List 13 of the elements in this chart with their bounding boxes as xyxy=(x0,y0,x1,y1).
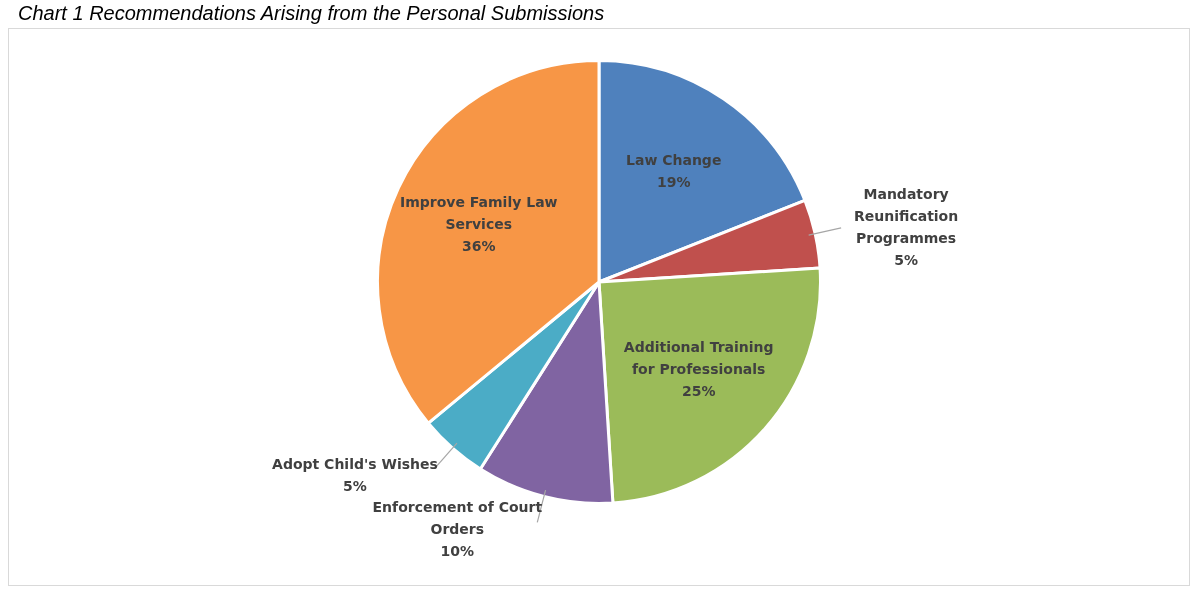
slice-label: Law Change xyxy=(626,151,722,168)
slice-label: Adopt Child's Wishes xyxy=(272,455,438,472)
chart-title: Chart 1 Recommendations Arising from the Personal Submissions xyxy=(17,1,606,26)
slice-label: Mandatory Reunification Programmes xyxy=(854,185,959,246)
slice-label: Improve Family Law Services xyxy=(399,194,558,233)
slice-label: Additional Training for Professionals xyxy=(623,338,774,377)
data-label: 10% xyxy=(440,542,475,559)
data-label: 19% xyxy=(656,173,691,190)
data-label: 5% xyxy=(894,251,918,268)
data-label: 25% xyxy=(681,382,716,399)
data-label: 36% xyxy=(461,238,496,255)
data-label: 5% xyxy=(343,477,367,494)
slice-label: Enforcement of Court Orders xyxy=(372,498,543,537)
